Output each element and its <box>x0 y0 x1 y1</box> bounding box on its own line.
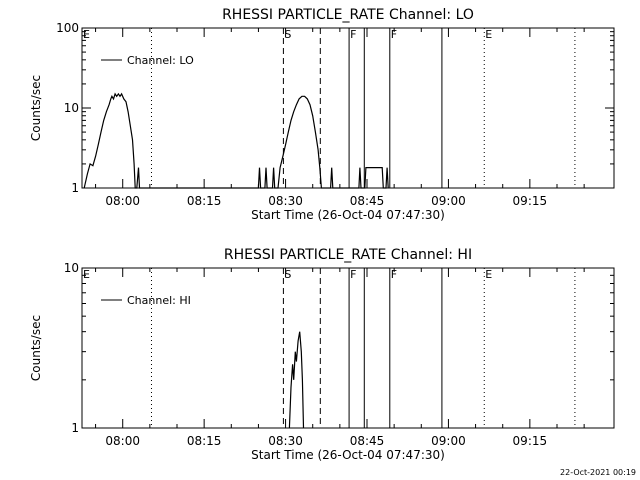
x-tick-label: 08:15 <box>187 434 222 448</box>
event-marker-label: E <box>485 28 492 41</box>
event-marker-label: S <box>284 268 291 281</box>
chart-title: RHESSI PARTICLE_RATE Channel: LO <box>222 7 474 23</box>
y-tick-label: 1 <box>71 421 79 435</box>
x-tick-label: 08:45 <box>350 434 385 448</box>
y-tick-label: 1 <box>71 181 79 195</box>
x-tick-label: 09:15 <box>513 434 548 448</box>
y-tick-label: 100 <box>56 21 79 35</box>
x-tick-label: 08:30 <box>268 194 303 208</box>
plot-frame <box>81 267 615 429</box>
chart-title: RHESSI PARTICLE_RATE Channel: HI <box>224 247 472 263</box>
x-tick-label: 08:30 <box>268 434 303 448</box>
legend-label: Channel: HI <box>127 294 191 307</box>
x-tick-label: 08:45 <box>350 194 385 208</box>
event-marker-label: F <box>350 268 356 281</box>
y-tick-label: 10 <box>64 101 79 115</box>
x-axis-label: Start Time (26-Oct-04 07:47:30) <box>251 448 445 462</box>
x-tick-label: 08:15 <box>187 194 222 208</box>
series-line <box>288 331 305 429</box>
y-tick-label: 10 <box>64 261 79 275</box>
event-marker-label: F <box>391 268 397 281</box>
x-tick-label: 09:00 <box>431 194 466 208</box>
x-tick-label: 08:00 <box>105 434 140 448</box>
y-axis-label: Counts/sec <box>29 315 43 381</box>
x-tick-label: 09:15 <box>513 194 548 208</box>
x-tick-label: 09:00 <box>431 434 466 448</box>
event-marker-label: E <box>83 28 90 41</box>
event-marker-label: F <box>391 28 397 41</box>
plot-frame <box>81 27 615 189</box>
x-axis-label: Start Time (26-Oct-04 07:47:30) <box>251 208 445 222</box>
series-line <box>83 92 389 189</box>
x-tick-label: 08:00 <box>105 194 140 208</box>
event-marker-label: E <box>83 268 90 281</box>
footer-timestamp: 22-Oct-2021 00:19 <box>560 468 636 477</box>
y-axis-label: Counts/sec <box>29 75 43 141</box>
legend-label: Channel: LO <box>127 54 194 67</box>
event-marker-label: S <box>284 28 291 41</box>
event-marker-label: E <box>485 268 492 281</box>
event-marker-label: F <box>350 28 356 41</box>
